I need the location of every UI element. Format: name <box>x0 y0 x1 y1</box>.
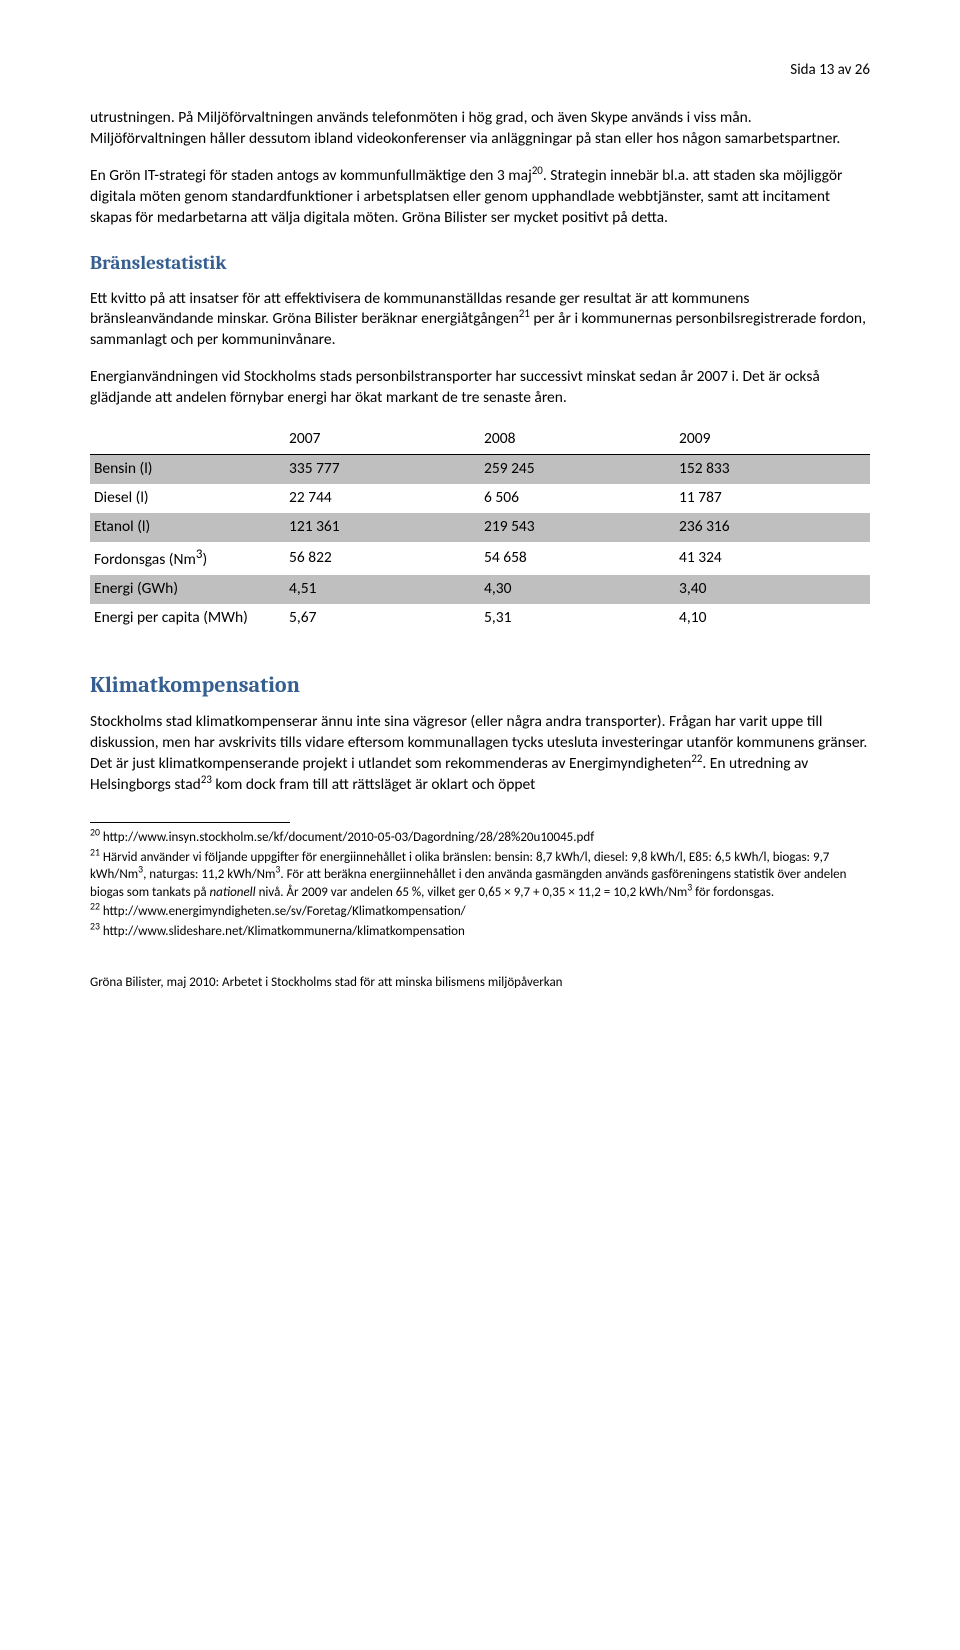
paragraph-climate: Stockholms stad klimatkompenserar ännu i… <box>90 712 870 796</box>
table-cell: 22 744 <box>285 484 480 513</box>
footnote-num: 21 <box>90 846 100 858</box>
table-row: Fordonsgas (Nm3)56 82254 65841 324 <box>90 542 870 575</box>
table-cell: 4,51 <box>285 575 480 604</box>
footnote-num: 20 <box>90 827 100 839</box>
table-cell: 4,30 <box>480 575 675 604</box>
table-row-label: Energi (GWh) <box>90 575 285 604</box>
table-cell: 335 777 <box>285 455 480 484</box>
footnote-text: http://www.energimyndigheten.se/sv/Foret… <box>100 904 466 919</box>
footnote-text: http://www.insyn.stockholm.se/kf/documen… <box>100 830 594 845</box>
table-row-label: Bensin (l) <box>90 455 285 484</box>
page-footer: Gröna Bilister, maj 2010: Arbetet i Stoc… <box>90 974 870 992</box>
footnote-23: 23 http://www.slideshare.net/Klimatkommu… <box>90 923 870 941</box>
table-cell: 3,40 <box>675 575 870 604</box>
text: En Grön IT-strategi för staden antogs av… <box>90 166 532 185</box>
table-row: Energi per capita (MWh)5,675,314,10 <box>90 604 870 633</box>
table-cell: 5,67 <box>285 604 480 633</box>
footnote-ref-21: 21 <box>519 307 530 320</box>
paragraph-strategy: En Grön IT-strategi för staden antogs av… <box>90 166 870 229</box>
paragraph-intro: utrustningen. På Miljöförvaltningen anvä… <box>90 108 870 150</box>
table-row: Diesel (l)22 7446 50611 787 <box>90 484 870 513</box>
footnote-22: 22 http://www.energimyndigheten.se/sv/Fo… <box>90 903 870 921</box>
footnotes-separator <box>90 822 290 823</box>
table-cell: 236 316 <box>675 513 870 542</box>
table-row: Bensin (l)335 777259 245152 833 <box>90 455 870 484</box>
footnote-italic: nationell <box>209 885 255 900</box>
fuel-table: 2007 2008 2009 Bensin (l)335 777259 2451… <box>90 425 870 633</box>
paragraph-fuel-2: Energianvändningen vid Stockholms stads … <box>90 367 870 409</box>
table-cell: 4,10 <box>675 604 870 633</box>
table-cell: 152 833 <box>675 455 870 484</box>
table-cell: 259 245 <box>480 455 675 484</box>
table-cell: 5,31 <box>480 604 675 633</box>
table-cell: 41 324 <box>675 542 870 575</box>
table-row: Etanol (l)121 361219 543236 316 <box>90 513 870 542</box>
table-cell: 56 822 <box>285 542 480 575</box>
table-cell: 11 787 <box>675 484 870 513</box>
table-header-cell: 2008 <box>480 425 675 454</box>
table-cell: 54 658 <box>480 542 675 575</box>
page-header: Sida 13 av 26 <box>90 60 870 80</box>
footnote-num: 23 <box>90 921 100 933</box>
footnote-text: , naturgas: 11,2 kWh/Nm <box>143 867 275 882</box>
footnote-text: för fordonsgas. <box>692 885 774 900</box>
table-row-label: Etanol (l) <box>90 513 285 542</box>
footnote-num: 22 <box>90 901 100 913</box>
table-row-label: Diesel (l) <box>90 484 285 513</box>
footnote-20: 20 http://www.insyn.stockholm.se/kf/docu… <box>90 829 870 847</box>
footnote-ref-23: 23 <box>201 773 212 786</box>
footnote-21: 21 Härvid använder vi följande uppgifter… <box>90 849 870 902</box>
paragraph-fuel-1: Ett kvitto på att insatser för att effek… <box>90 289 870 352</box>
table-cell: 6 506 <box>480 484 675 513</box>
text: kom dock fram till att rättsläget är okl… <box>212 775 536 794</box>
section-heading-branslestatistik: Bränslestatistik <box>90 251 870 277</box>
table-row-label: Energi per capita (MWh) <box>90 604 285 633</box>
footnotes: 20 http://www.insyn.stockholm.se/kf/docu… <box>90 829 870 940</box>
table-cell: 219 543 <box>480 513 675 542</box>
footnote-text: nivå. År 2009 var andelen 65 %, vilket g… <box>256 885 688 900</box>
footnote-ref-22: 22 <box>691 752 702 765</box>
table-header-cell: 2007 <box>285 425 480 454</box>
table-row: Energi (GWh)4,514,303,40 <box>90 575 870 604</box>
footnote-ref-20: 20 <box>532 164 543 177</box>
table-header-blank <box>90 425 285 454</box>
section-heading-klimatkompensation: Klimatkompensation <box>90 671 870 701</box>
footnote-text: http://www.slideshare.net/Klimatkommuner… <box>100 924 465 939</box>
table-header-row: 2007 2008 2009 <box>90 425 870 454</box>
table-cell: 121 361 <box>285 513 480 542</box>
table-row-label: Fordonsgas (Nm3) <box>90 542 285 575</box>
table-header-cell: 2009 <box>675 425 870 454</box>
